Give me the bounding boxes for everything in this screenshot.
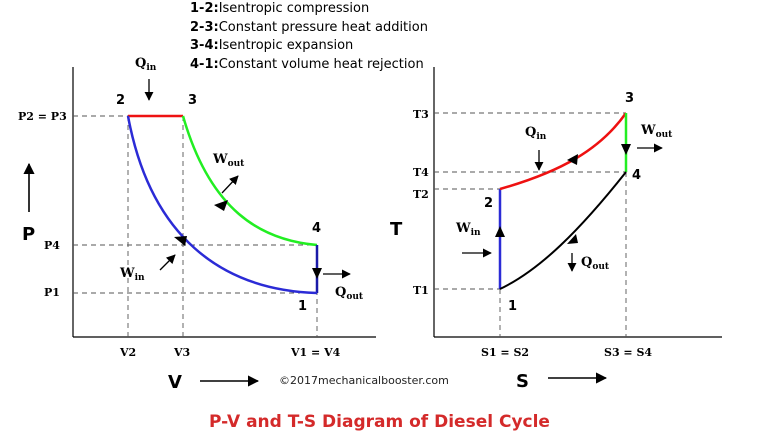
pv-w-in-label: Win (119, 266, 145, 283)
pv-w-in-arrow-icon (159, 254, 176, 271)
pv-x-axis-label: V (168, 372, 182, 393)
pv-tick-v1-v4: V1 = V4 (290, 346, 341, 359)
ts-guide-lines (434, 112, 627, 337)
pv-point-3: 3 (188, 93, 197, 108)
ts-flow-arrow-addition (567, 154, 578, 165)
ts-y-axis-label: T (390, 219, 403, 240)
pv-flow-arrow-rejection (312, 268, 322, 279)
pv-curve-3-4 (181, 115, 318, 247)
ts-q-in-label: Qin (525, 125, 547, 142)
legend-row-3-4: 3-4:Isentropic expansion (190, 38, 354, 53)
pv-diagram: 2 3 4 1 Qin Wout Win Qout P2 = P3 P4 P1 … (18, 56, 376, 393)
copyright-credit: ©2017mechanicalbooster.com (279, 374, 449, 387)
pv-flow-arrow-expansion (214, 200, 228, 211)
ts-flow-arrow-compression (495, 226, 505, 237)
ts-tick-t3: T3 (413, 108, 429, 121)
pv-w-out-label: Wout (212, 152, 245, 169)
ts-point-4: 4 (632, 168, 641, 183)
pv-y-axis-label: P (22, 224, 35, 245)
pv-tick-v2: V2 (119, 346, 136, 359)
pv-tick-p4: P4 (44, 239, 60, 252)
legend-row-1-2: 1-2:Isentropic compression (190, 1, 370, 16)
pv-tick-v3: V3 (173, 346, 190, 359)
legend-row-4-1: 4-1:Constant volume heat rejection (190, 56, 424, 72)
ts-curve-2-3 (499, 112, 628, 191)
pv-tick-p2-p3: P2 = P3 (18, 110, 67, 123)
pv-flow-arrow-compression (174, 236, 187, 246)
ts-flow-arrow-rejection (567, 234, 578, 244)
pv-point-4: 4 (312, 221, 321, 236)
ts-q-out-label: Qout (581, 255, 610, 272)
ts-curve-4-1 (499, 171, 627, 290)
process-legend: 1-2:Isentropic compression 2-3:Constant … (190, 0, 440, 74)
pv-guide-lines (73, 115, 318, 337)
ts-w-in-label: Win (455, 221, 481, 238)
ts-diagram: 2 1 3 4 Qin Win Wout Qout T3 T4 T2 T1 S1… (390, 67, 722, 392)
diagram-caption: P-V and T-S Diagram of Diesel Cycle (209, 412, 550, 432)
pv-q-in-label: Qin (135, 56, 157, 73)
pv-q-out-label: Qout (335, 285, 364, 302)
legend-row-2-3: 2-3:Constant pressure heat addition (190, 19, 428, 35)
ts-flow-arrow-expansion (621, 144, 631, 155)
ts-tick-s3-s4: S3 = S4 (604, 346, 652, 359)
ts-point-3: 3 (625, 91, 634, 106)
ts-tick-t2: T2 (413, 188, 429, 201)
ts-tick-s1-s2: S1 = S2 (481, 346, 529, 359)
ts-point-1: 1 (508, 299, 517, 314)
ts-point-2: 2 (484, 196, 493, 211)
pv-point-2: 2 (116, 93, 125, 108)
ts-tick-t4: T4 (413, 166, 429, 179)
pv-tick-p1: P1 (44, 286, 60, 299)
ts-tick-t1: T1 (413, 284, 429, 297)
ts-w-out-label: Wout (640, 123, 673, 140)
pv-curve-1-2 (126, 115, 318, 295)
pv-point-1: 1 (298, 299, 307, 314)
pv-w-out-arrow-icon (221, 175, 239, 194)
ts-x-axis-label: S (516, 371, 529, 392)
